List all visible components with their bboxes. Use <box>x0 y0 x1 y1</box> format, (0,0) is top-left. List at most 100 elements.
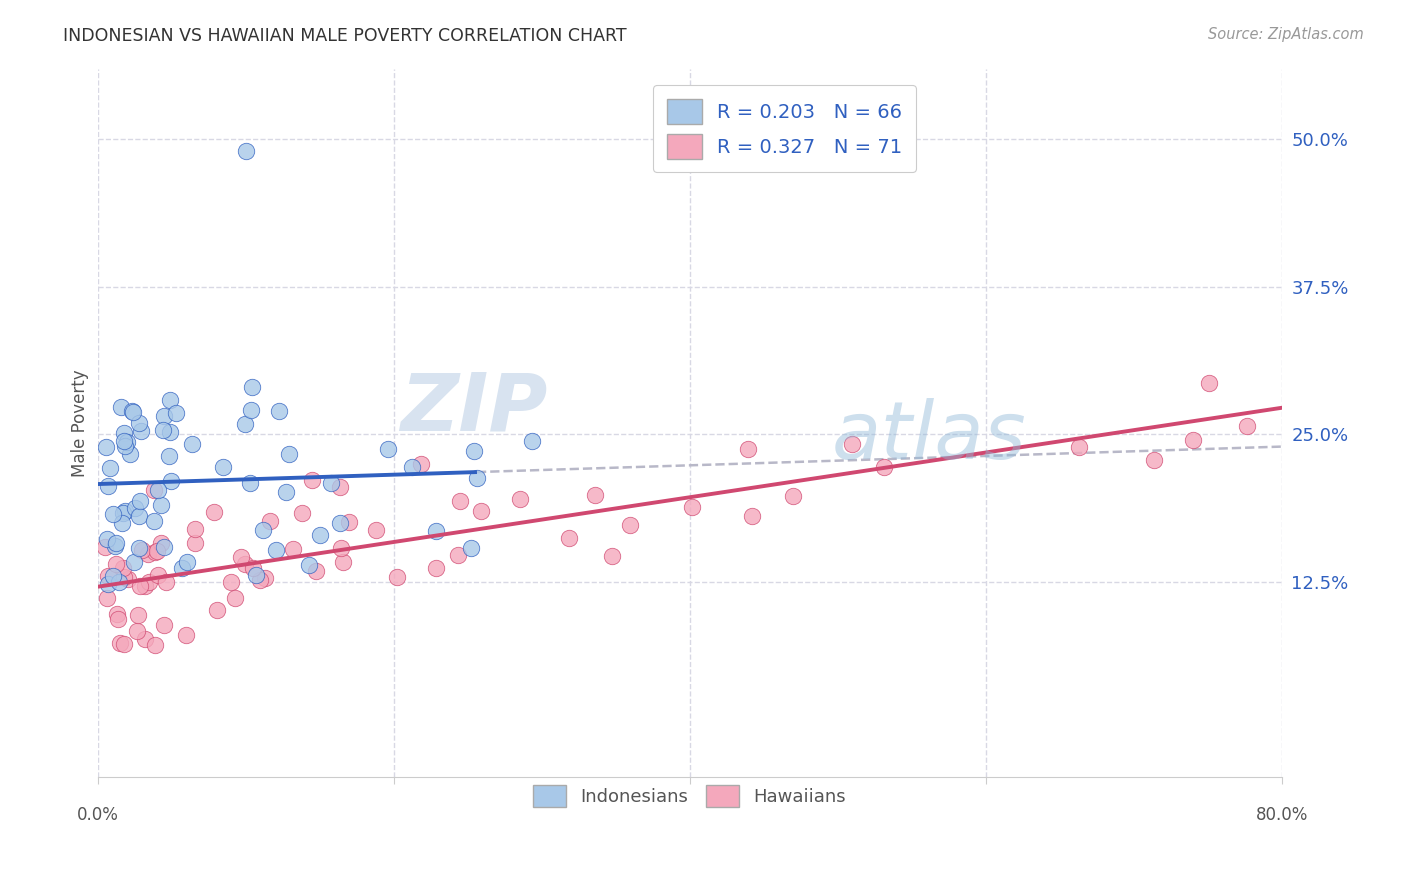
Point <box>202 505 225 519</box>
Point <box>155 575 177 590</box>
Point <box>146 568 169 582</box>
Point <box>153 618 176 632</box>
Point <box>297 558 319 572</box>
Point <box>332 555 354 569</box>
Point <box>152 540 174 554</box>
Point <box>94 440 117 454</box>
Point <box>240 380 263 394</box>
Point <box>520 434 543 449</box>
Point <box>115 435 138 450</box>
Point <box>174 628 197 642</box>
Point <box>111 516 134 531</box>
Point <box>94 540 117 554</box>
Point <box>267 404 290 418</box>
Point <box>108 575 131 590</box>
Text: 80.0%: 80.0% <box>1256 806 1308 824</box>
Point <box>249 573 271 587</box>
Point <box>127 607 149 622</box>
Point <box>143 544 166 558</box>
Point <box>97 576 120 591</box>
Point <box>96 532 118 546</box>
Point <box>143 483 166 497</box>
Point <box>205 602 228 616</box>
Point <box>124 501 146 516</box>
Point <box>152 423 174 437</box>
Point <box>366 523 388 537</box>
Point <box>134 578 156 592</box>
Point <box>329 541 352 556</box>
Point <box>112 570 135 584</box>
Point <box>104 535 127 549</box>
Point <box>235 144 257 158</box>
Point <box>276 484 298 499</box>
Point <box>425 561 447 575</box>
Point <box>146 544 169 558</box>
Point <box>105 557 128 571</box>
Point <box>1198 376 1220 390</box>
Point <box>121 405 143 419</box>
Point <box>112 637 135 651</box>
Point <box>401 459 423 474</box>
Point <box>105 607 128 621</box>
Text: INDONESIAN VS HAWAIIAN MALE POVERTY CORRELATION CHART: INDONESIAN VS HAWAIIAN MALE POVERTY CORR… <box>63 27 627 45</box>
Point <box>301 473 323 487</box>
Point <box>681 500 703 515</box>
Point <box>129 579 152 593</box>
Point <box>239 476 262 491</box>
Point <box>134 632 156 646</box>
Point <box>111 561 134 575</box>
Point <box>377 442 399 456</box>
Point <box>224 591 246 605</box>
Point <box>470 504 492 518</box>
Point <box>465 471 488 485</box>
Point <box>128 509 150 524</box>
Point <box>252 523 274 537</box>
Point <box>557 531 579 545</box>
Point <box>157 449 180 463</box>
Point <box>1143 453 1166 467</box>
Point <box>112 434 135 449</box>
Point <box>122 555 145 569</box>
Point <box>425 524 447 538</box>
Point <box>460 541 482 556</box>
Point <box>96 591 118 605</box>
Point <box>97 478 120 492</box>
Point <box>170 561 193 575</box>
Point <box>278 447 301 461</box>
Point <box>165 406 187 420</box>
Point <box>411 457 433 471</box>
Point <box>114 439 136 453</box>
Point <box>450 493 472 508</box>
Point <box>283 542 305 557</box>
Point <box>129 493 152 508</box>
Point <box>841 437 863 451</box>
Point <box>97 569 120 583</box>
Point <box>117 572 139 586</box>
Point <box>159 393 181 408</box>
Point <box>129 425 152 439</box>
Point <box>619 517 641 532</box>
Point <box>259 514 281 528</box>
Point <box>329 479 352 493</box>
Point <box>387 570 409 584</box>
Point <box>233 417 256 431</box>
Point <box>229 550 252 565</box>
Point <box>98 461 121 475</box>
Point <box>128 541 150 555</box>
Point <box>112 506 135 520</box>
Point <box>180 437 202 451</box>
Point <box>242 560 264 574</box>
Point <box>136 547 159 561</box>
Point <box>741 508 763 523</box>
Point <box>153 409 176 424</box>
Point <box>1236 419 1258 434</box>
Point <box>101 569 124 583</box>
Point <box>240 403 263 417</box>
Point <box>873 459 896 474</box>
Point <box>121 403 143 417</box>
Point <box>1067 440 1090 454</box>
Legend: Indonesians, Hawaiians: Indonesians, Hawaiians <box>523 773 856 817</box>
Text: 0.0%: 0.0% <box>77 806 118 824</box>
Point <box>447 548 470 562</box>
Point <box>254 571 277 585</box>
